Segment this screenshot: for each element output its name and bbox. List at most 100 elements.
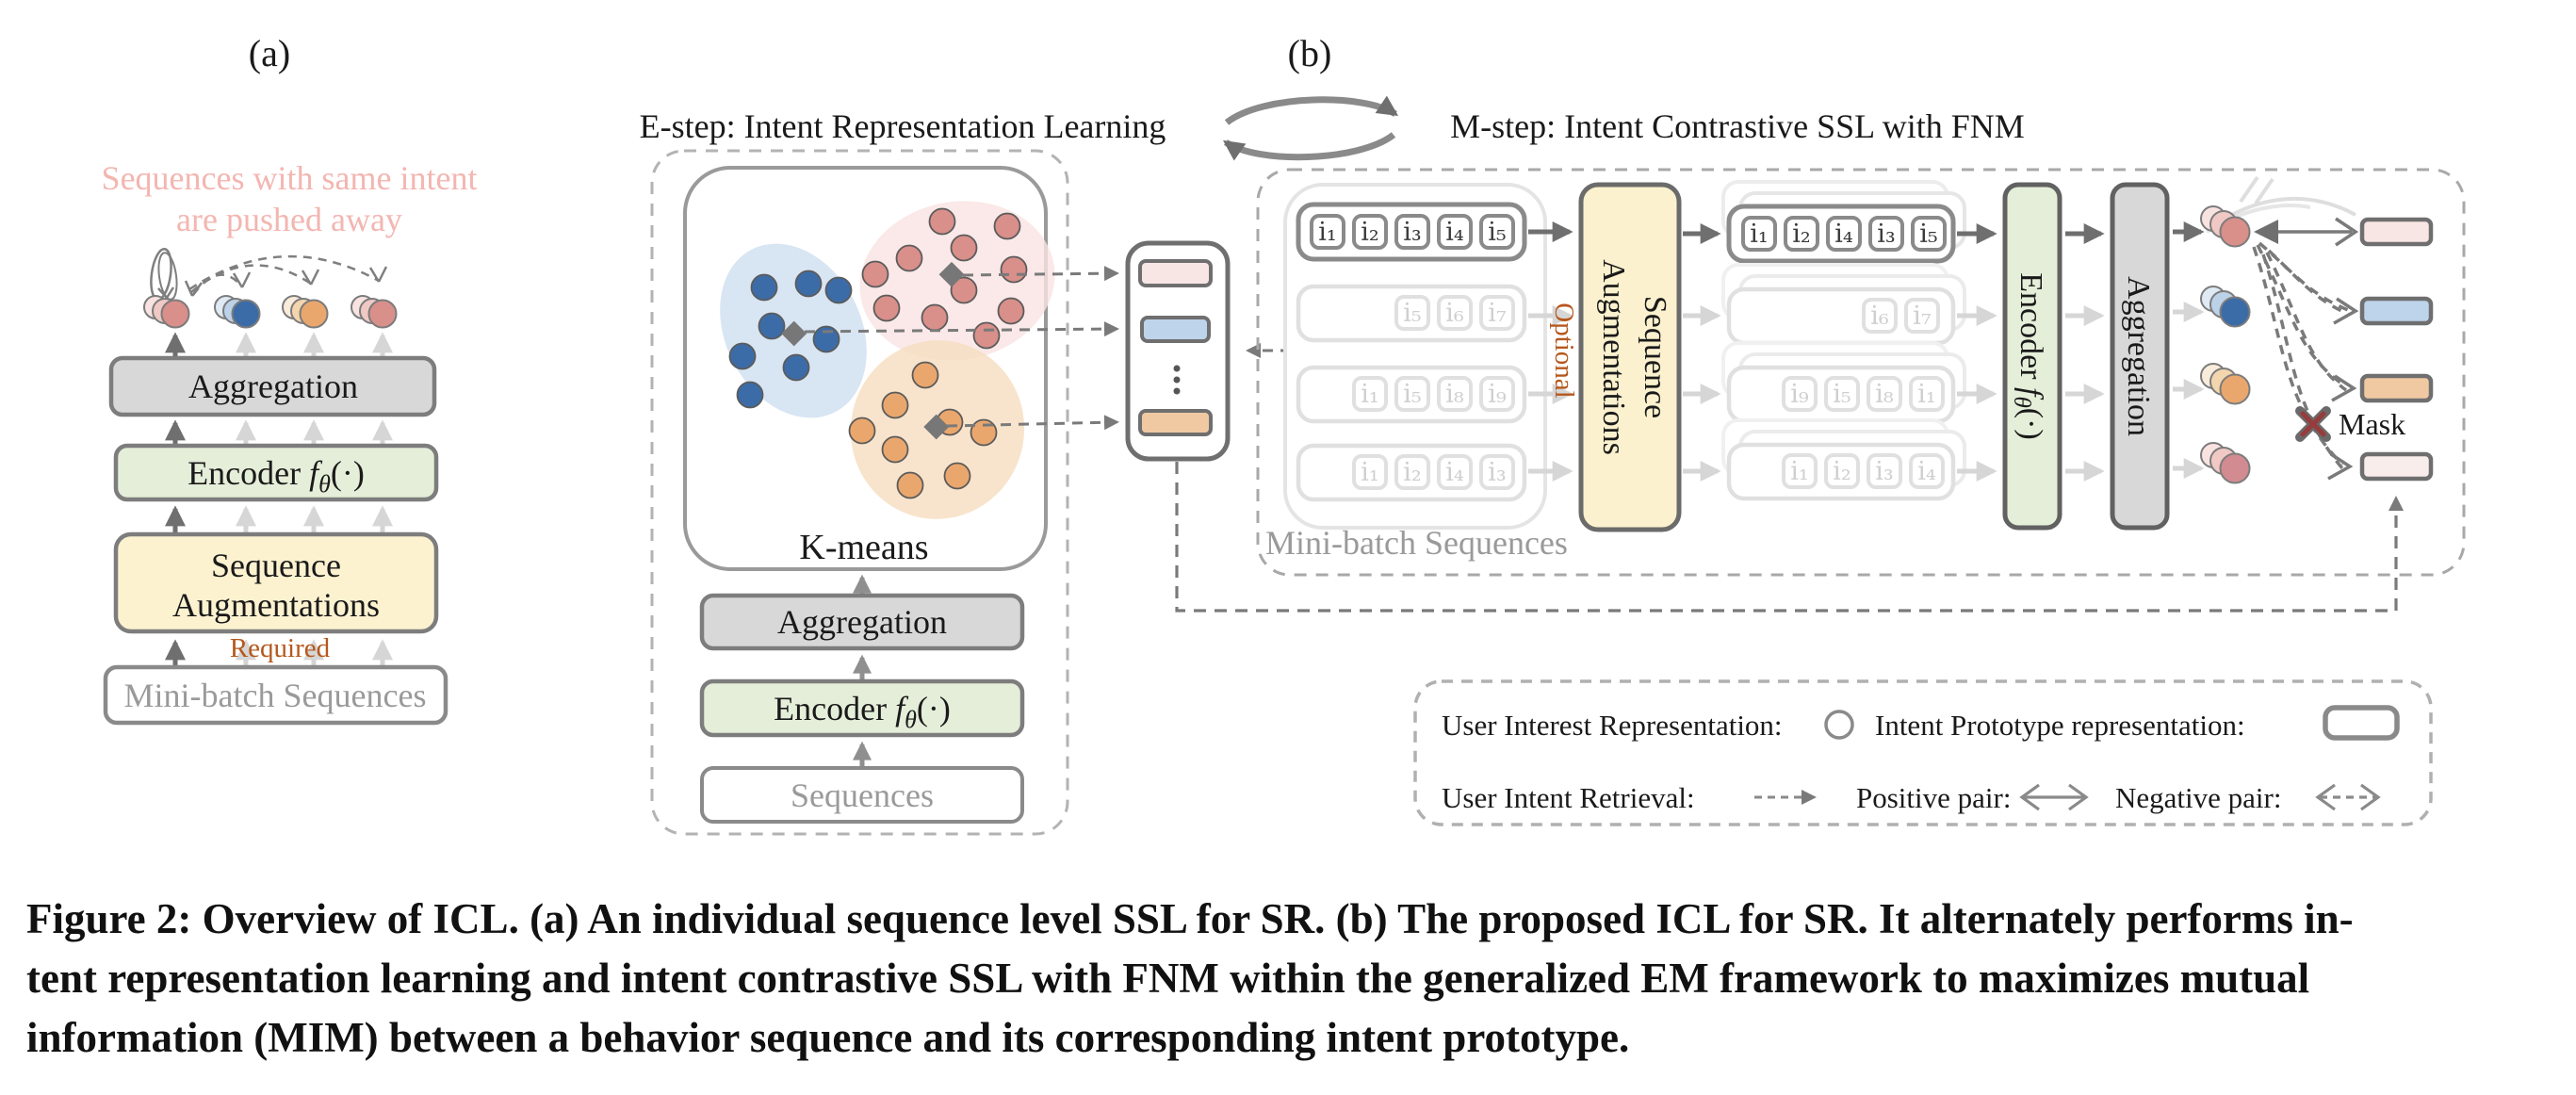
arrowhead — [2254, 220, 2278, 244]
item-box — [1867, 453, 1902, 489]
centroid-arrow — [946, 415, 1119, 431]
mstep-dashed-border — [1256, 168, 2466, 577]
centroid-arrow — [804, 321, 1119, 337]
item-token: i₅ — [1488, 218, 1506, 247]
augmentations-label-m2: Augmentations — [1596, 259, 1631, 455]
item-box — [1479, 376, 1515, 412]
panel-b-label: (b) — [1288, 32, 1332, 74]
augmented-row-1: i₁ i₂ i₄ i₃ i₅ — [1721, 180, 1966, 264]
cluster-dot — [861, 260, 889, 288]
augmented-row-2: i₆ i₇ — [1721, 263, 1966, 346]
item-box — [1826, 216, 1862, 252]
cluster-dot — [950, 276, 978, 304]
user-circle-blue — [2219, 296, 2251, 328]
positive-pair-icon — [2019, 783, 2089, 811]
centroid-diamond-pink — [938, 261, 965, 287]
cluster-dot — [872, 294, 901, 322]
figure-caption: Figure 2: Overview of ICL. (a) An indivi… — [26, 895, 2354, 1061]
item-box — [1784, 216, 1819, 252]
item-box — [1904, 298, 1940, 334]
sequences-box-e — [700, 766, 1024, 824]
mstep-title: M-step: Intent Contrastive SSL with FNM — [1450, 107, 2025, 145]
encoder-label-sub: θ — [2009, 396, 2034, 407]
batch-row-4: i₁ i₂ i₄ i₃ — [1296, 443, 1527, 502]
blue-dots — [728, 270, 853, 409]
cluster-dot — [1000, 255, 1028, 284]
item-token: i₁ — [1361, 380, 1378, 409]
augmentations-label-m1: Sequence — [1638, 296, 1672, 418]
encoder-label-a: Encoder fθ(·) — [187, 454, 365, 498]
arrowhead — [232, 271, 252, 288]
cluster-dot — [782, 353, 810, 382]
batch-row-3: i₁ i₅ i₈ i₉ — [1296, 365, 1527, 424]
orange-dots — [848, 361, 998, 499]
augmentations-box-m — [1578, 182, 1682, 532]
cluster-dot — [824, 276, 853, 304]
item-box — [1310, 214, 1345, 250]
encoder-label-sub: θ — [905, 706, 917, 733]
encoder-label-pre: Encoder — [2014, 272, 2048, 387]
item-token: i₄ — [1445, 218, 1463, 247]
item-box — [1479, 295, 1515, 331]
cluster-dot — [794, 270, 823, 298]
push-arc — [188, 254, 380, 291]
item-box — [1479, 454, 1515, 490]
user-circle-orange — [2219, 373, 2251, 405]
arrowhead — [2068, 783, 2089, 811]
item-token: i₆ — [1445, 299, 1464, 328]
kmeans-label: K-means — [799, 528, 928, 567]
item-token: i₃ — [1875, 457, 1893, 486]
item-box — [1909, 453, 1945, 489]
item-token: i₁ — [1917, 380, 1935, 409]
item-token: i₉ — [1790, 380, 1809, 409]
prototype-rect-orange — [1138, 409, 1213, 436]
item-box — [1741, 216, 1777, 252]
cluster-dot — [895, 244, 923, 272]
item-token: i₈ — [1445, 380, 1464, 409]
item-token: i₉ — [1488, 380, 1507, 409]
arrowhead — [2335, 217, 2359, 247]
panel-a-flow-arrows — [165, 332, 393, 665]
item-box — [1394, 454, 1430, 490]
item-token: i₁ — [1318, 218, 1336, 247]
item-token: i₄ — [1917, 457, 1935, 486]
cluster-dot — [758, 312, 786, 340]
item-box — [1437, 214, 1473, 250]
item-token: i₂ — [1403, 458, 1421, 487]
item-token: i₅ — [1403, 380, 1421, 409]
caption-line-2: tent representation learning and intent … — [26, 955, 2309, 1002]
estep-dashed-border — [650, 149, 1069, 836]
cluster-dot — [911, 361, 939, 389]
augmentations-label-a1: Sequence — [211, 547, 341, 584]
item-token: i₅ — [1833, 380, 1850, 409]
encoder-box-e — [699, 678, 1025, 738]
item-token: i₃ — [1488, 458, 1506, 487]
legend-prototype-label: Intent Prototype representation: — [1875, 709, 2245, 742]
aggregation-label-a: Aggregation — [188, 368, 358, 405]
mask-label: Mask — [2339, 407, 2405, 441]
user-circle-pink — [2219, 452, 2251, 484]
batch-row-1: i₁ i₂ i₃ i₄ i₅ — [1296, 202, 1527, 262]
augmented-row-4: i₁ i₂ i₃ i₄ — [1721, 418, 1966, 501]
aggregation-label-m: Aggregation — [2121, 276, 2156, 436]
legend: User Interest Representation: Intent Pro… — [1413, 679, 2433, 826]
intent-prototype-icon — [2323, 705, 2400, 741]
item-box — [1867, 376, 1902, 412]
cluster-dot — [848, 417, 876, 445]
item-token: i₅ — [1403, 299, 1421, 328]
arrowhead — [301, 269, 320, 286]
item-token: i₈ — [1875, 380, 1894, 409]
cluster-dot — [943, 462, 971, 490]
estep-panel: E-step: Intent Representation Learning K… — [640, 107, 1166, 836]
mask-marker: Mask — [2295, 406, 2405, 442]
legend-retrieval-label: User Intent Retrieval: — [1442, 781, 1695, 814]
user-circle-pink — [2219, 216, 2251, 248]
aggregation-box-a — [108, 355, 437, 417]
pushed-away-text-line1: Sequences with same intent — [102, 159, 478, 197]
ellipsis-dot — [1173, 387, 1181, 395]
arrowhead — [184, 280, 204, 297]
ellipsis-dot — [1173, 365, 1181, 372]
negative-pair-heads — [2327, 297, 2359, 481]
